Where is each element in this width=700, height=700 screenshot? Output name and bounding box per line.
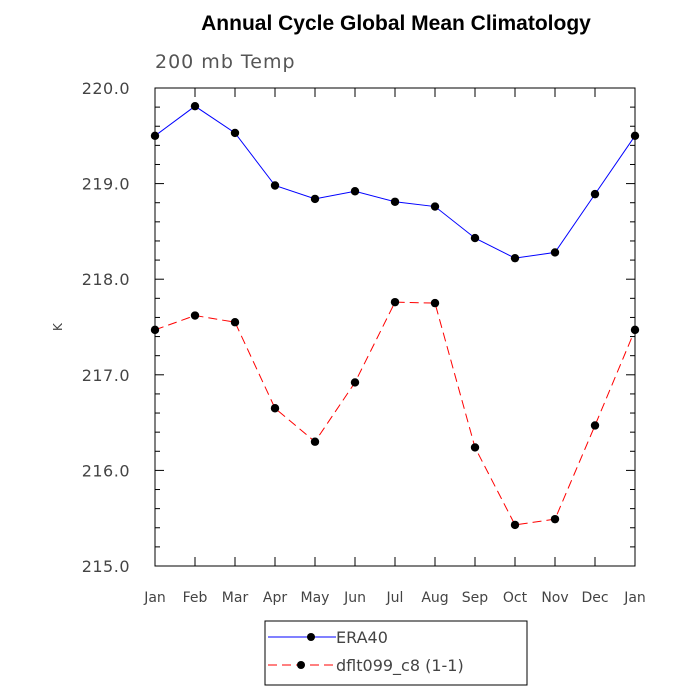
data-point xyxy=(310,194,320,204)
plot-frame xyxy=(154,87,636,567)
y-axis-label: K xyxy=(51,322,65,331)
data-point xyxy=(550,248,560,257)
chart-subtitle: 200 mb Temp xyxy=(155,51,296,73)
data-point xyxy=(230,318,240,327)
x-tick-label: May xyxy=(301,590,330,606)
x-tick-label: Jan xyxy=(143,590,166,606)
chart-title: Annual Cycle Global Mean Climatology xyxy=(201,12,591,35)
legend-marker-era40 xyxy=(307,633,315,641)
series-layer xyxy=(150,101,640,530)
data-point xyxy=(270,181,280,190)
data-point xyxy=(590,189,600,199)
data-point xyxy=(150,131,160,140)
data-point xyxy=(470,443,480,452)
data-point xyxy=(630,131,640,140)
data-point xyxy=(430,202,440,211)
data-point xyxy=(390,297,400,307)
data-point xyxy=(550,514,560,524)
x-tick-label: Jul xyxy=(386,590,404,606)
y-axis: 215.0 216.0 217.0 218.0 219.0 220.0 xyxy=(82,79,635,576)
x-tick-label: Aug xyxy=(421,590,448,606)
data-point xyxy=(630,325,640,335)
x-tick-label: Nov xyxy=(541,590,568,606)
data-point xyxy=(310,437,320,446)
x-tick-label: Jun xyxy=(343,590,366,606)
y-tick-label: 215.0 xyxy=(82,557,130,576)
data-point xyxy=(430,298,440,308)
data-point xyxy=(190,311,200,320)
x-tick-label: Sep xyxy=(462,590,489,606)
y-tick-label: 220.0 xyxy=(82,79,130,98)
data-point xyxy=(350,187,360,196)
x-tick-label: Apr xyxy=(263,590,287,606)
data-point xyxy=(590,421,600,430)
series-line-0 xyxy=(154,105,636,259)
legend: ERA40 dflt099_c8 (1-1) xyxy=(264,620,528,686)
y-tick-label: 216.0 xyxy=(82,461,130,480)
y-tick-label: 217.0 xyxy=(82,366,130,385)
data-point xyxy=(470,233,480,243)
data-point xyxy=(350,378,360,387)
data-point xyxy=(270,404,280,413)
x-tick-label: Feb xyxy=(183,590,208,606)
x-tick-label: Oct xyxy=(503,590,528,606)
series-line-1 xyxy=(154,301,636,526)
legend-box xyxy=(264,620,528,686)
data-point xyxy=(510,253,520,263)
x-tick-label: Dec xyxy=(581,590,608,606)
legend-label-era40: ERA40 xyxy=(336,628,388,647)
x-axis: Jan Feb Mar Apr May Jun Jul Aug Sep Oct Nov Dec Jan xyxy=(143,88,646,606)
y-tick-label: 218.0 xyxy=(82,270,130,289)
data-point xyxy=(190,101,200,111)
x-tick-label: Mar xyxy=(222,590,249,606)
y-tick-label: 219.0 xyxy=(82,175,130,194)
x-tick-label: Jan xyxy=(623,590,646,606)
data-point xyxy=(230,128,240,138)
legend-marker-dflt099 xyxy=(297,661,305,669)
data-point xyxy=(390,197,400,206)
legend-label-dflt099: dflt099_c8 (1-1) xyxy=(336,656,464,676)
data-point xyxy=(510,520,520,530)
data-point xyxy=(150,325,160,335)
